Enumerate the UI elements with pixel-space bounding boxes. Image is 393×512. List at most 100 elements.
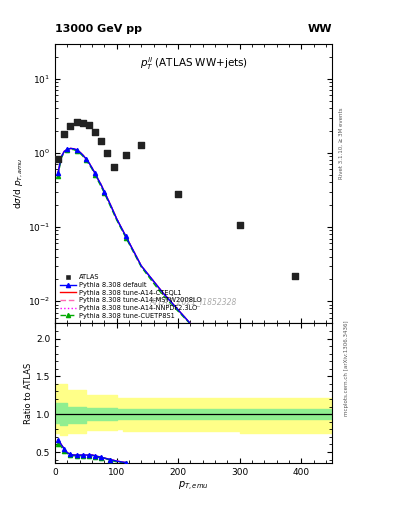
Pythia 8.308 default (59, 154, 64, 160)
Pythia 8.308 tune-CUETP8S1 (108, 203, 113, 209)
Pythia 8.308 tune-A14-MSTW2008LO (62, 148, 67, 155)
Pythia 8.308 tune-CUETP8S1 (330, 454, 334, 460)
ATLAS (98, 137, 105, 145)
Pythia 8.308 tune-CUETP8S1 (59, 155, 64, 161)
Pythia 8.308 tune-A14-NNPDF2.3LO (194, 328, 199, 334)
Pythia 8.308 tune-A14-MSTW2008LO (71, 145, 76, 152)
Pythia 8.308 default (74, 147, 79, 153)
Pythia 8.308 tune-A14-NNPDF2.3LO (108, 202, 113, 208)
Pythia 8.308 tune-CUETP8S1 (90, 166, 94, 172)
ATLAS (104, 149, 110, 157)
Text: WW: WW (308, 24, 332, 34)
Pythia 8.308 tune-A14-CTEQL1 (237, 366, 242, 372)
Pythia 8.308 tune-CUETP8S1 (68, 146, 73, 153)
Pythia 8.308 default (96, 176, 101, 182)
ATLAS (292, 272, 298, 280)
Pythia 8.308 tune-A14-NNPDF2.3LO (102, 188, 107, 195)
Pythia 8.308 tune-CUETP8S1 (102, 190, 107, 196)
Pythia 8.308 tune-CUETP8S1 (74, 147, 79, 154)
Pythia 8.308 tune-A14-CTEQL1 (62, 148, 67, 155)
Legend: ATLAS, Pythia 8.308 default, Pythia 8.308 tune-A14-CTEQL1, Pythia 8.308 tune-A14: ATLAS, Pythia 8.308 default, Pythia 8.30… (58, 273, 203, 320)
Pythia 8.308 default (123, 233, 128, 239)
Pythia 8.308 default (83, 156, 88, 162)
Line: Pythia 8.308 tune-CUETP8S1: Pythia 8.308 tune-CUETP8S1 (56, 147, 334, 459)
Pythia 8.308 default (93, 170, 97, 177)
Pythia 8.308 tune-A14-NNPDF2.3LO (74, 147, 79, 153)
ATLAS (79, 119, 86, 127)
Pythia 8.308 tune-A14-CTEQL1 (96, 176, 101, 182)
Pythia 8.308 tune-CUETP8S1 (237, 369, 242, 375)
Y-axis label: d$\sigma$/d $p_{T,amu}$: d$\sigma$/d $p_{T,amu}$ (12, 158, 25, 209)
Pythia 8.308 default (330, 454, 334, 460)
Pythia 8.308 tune-CUETP8S1 (114, 217, 119, 223)
ATLAS (237, 221, 243, 229)
Pythia 8.308 tune-A14-NNPDF2.3LO (83, 156, 88, 162)
Pythia 8.308 tune-A14-MSTW2008LO (99, 182, 104, 188)
Pythia 8.308 tune-A14-CTEQL1 (59, 154, 64, 160)
Pythia 8.308 default (90, 165, 94, 171)
Pythia 8.308 tune-A14-MSTW2008LO (83, 156, 88, 162)
Pythia 8.308 default (139, 263, 143, 269)
Pythia 8.308 tune-CUETP8S1 (99, 184, 104, 190)
Pythia 8.308 tune-A14-MSTW2008LO (74, 147, 79, 153)
Pythia 8.308 tune-CUETP8S1 (123, 234, 128, 241)
Pythia 8.308 default (99, 182, 104, 188)
Text: $p_T^{ll}$ (ATLAS WW+jets): $p_T^{ll}$ (ATLAS WW+jets) (140, 55, 248, 72)
Pythia 8.308 tune-A14-NNPDF2.3LO (90, 165, 94, 171)
ATLAS (175, 190, 181, 198)
Pythia 8.308 tune-A14-MSTW2008LO (108, 202, 113, 208)
Pythia 8.308 tune-A14-NNPDF2.3LO (114, 216, 119, 222)
Pythia 8.308 default (108, 202, 113, 208)
Pythia 8.308 tune-A14-NNPDF2.3LO (81, 152, 85, 158)
Pythia 8.308 tune-A14-MSTW2008LO (65, 146, 70, 153)
ATLAS (67, 122, 73, 130)
Pythia 8.308 default (102, 188, 107, 195)
Pythia 8.308 default (237, 366, 242, 372)
Pythia 8.308 default (62, 148, 67, 155)
Pythia 8.308 default (71, 145, 76, 152)
Pythia 8.308 tune-A14-CTEQL1 (102, 188, 107, 195)
Pythia 8.308 default (86, 160, 91, 166)
X-axis label: $p_{T,emu}$: $p_{T,emu}$ (178, 480, 209, 493)
Pythia 8.308 tune-CUETP8S1 (71, 146, 76, 153)
Pythia 8.308 tune-A14-MSTW2008LO (194, 328, 199, 334)
Pythia 8.308 tune-A14-MSTW2008LO (237, 366, 242, 372)
Pythia 8.308 tune-A14-NNPDF2.3LO (62, 148, 67, 155)
Line: Pythia 8.308 tune-A14-NNPDF2.3LO: Pythia 8.308 tune-A14-NNPDF2.3LO (58, 148, 332, 457)
Pythia 8.308 tune-A14-MSTW2008LO (77, 149, 82, 155)
Pythia 8.308 tune-CUETP8S1 (62, 149, 67, 155)
Pythia 8.308 tune-CUETP8S1 (93, 172, 97, 178)
Pythia 8.308 tune-A14-CTEQL1 (194, 328, 199, 334)
Pythia 8.308 tune-A14-CTEQL1 (77, 149, 82, 155)
Pythia 8.308 tune-A14-NNPDF2.3LO (237, 366, 242, 372)
Pythia 8.308 tune-A14-MSTW2008LO (86, 160, 91, 166)
Line: Pythia 8.308 tune-A14-CTEQL1: Pythia 8.308 tune-A14-CTEQL1 (58, 148, 332, 457)
Pythia 8.308 tune-A14-NNPDF2.3LO (93, 170, 97, 177)
Pythia 8.308 tune-A14-MSTW2008LO (114, 216, 119, 222)
Pythia 8.308 tune-A14-MSTW2008LO (139, 263, 143, 269)
Text: mcplots.cern.ch [arXiv:1306.3436]: mcplots.cern.ch [arXiv:1306.3436] (344, 321, 349, 416)
Pythia 8.308 tune-CUETP8S1 (194, 328, 199, 334)
ATLAS (123, 151, 129, 159)
ATLAS (55, 155, 61, 163)
Y-axis label: Ratio to ATLAS: Ratio to ATLAS (24, 363, 33, 424)
Pythia 8.308 default (77, 149, 82, 155)
Pythia 8.308 default (114, 216, 119, 222)
Pythia 8.308 tune-A14-CTEQL1 (293, 413, 298, 419)
Text: Rivet 3.1.10, ≥ 3M events: Rivet 3.1.10, ≥ 3M events (339, 108, 344, 179)
Pythia 8.308 tune-A14-CTEQL1 (68, 145, 73, 152)
Pythia 8.308 tune-A14-CTEQL1 (71, 145, 76, 152)
Pythia 8.308 tune-CUETP8S1 (56, 173, 61, 179)
Pythia 8.308 tune-CUETP8S1 (83, 157, 88, 163)
Pythia 8.308 tune-A14-CTEQL1 (108, 202, 113, 208)
Pythia 8.308 tune-A14-NNPDF2.3LO (160, 290, 165, 296)
Pythia 8.308 default (160, 290, 165, 296)
Pythia 8.308 tune-A14-CTEQL1 (160, 290, 165, 296)
Text: 13000 GeV pp: 13000 GeV pp (55, 24, 142, 34)
Pythia 8.308 tune-A14-CTEQL1 (114, 216, 119, 222)
Pythia 8.308 default (68, 145, 73, 152)
ATLAS (86, 121, 92, 130)
Pythia 8.308 default (65, 146, 70, 153)
Pythia 8.308 tune-A14-MSTW2008LO (68, 145, 73, 152)
ATLAS (138, 140, 144, 148)
